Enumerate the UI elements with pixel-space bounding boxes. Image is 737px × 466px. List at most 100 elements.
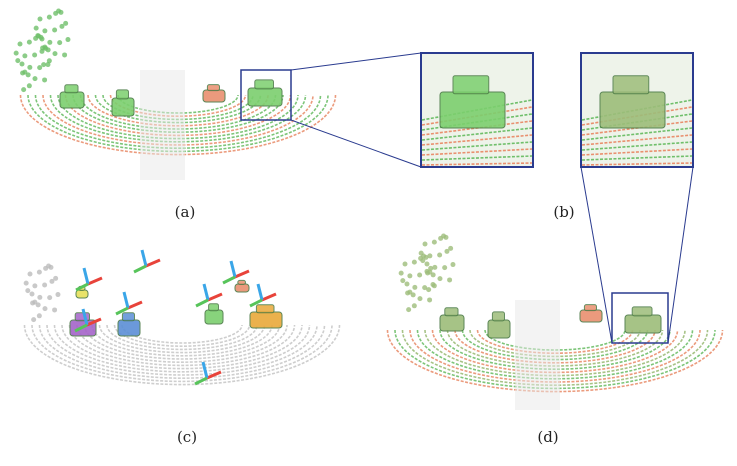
inset-scan-line <box>581 155 693 161</box>
tree-points <box>46 58 52 64</box>
tree-points <box>427 269 433 275</box>
tree-points-gray <box>47 295 53 301</box>
tree-points <box>402 261 408 267</box>
panel-d-scan-line <box>484 329 626 351</box>
pose-axes-z-axis <box>194 376 208 386</box>
car-points-roof <box>631 306 653 317</box>
car-points <box>202 89 226 103</box>
road-strip <box>515 300 560 410</box>
inset-car <box>599 91 666 129</box>
car-points-roof <box>206 84 220 92</box>
tree-points <box>52 27 58 33</box>
tree-points <box>430 272 436 278</box>
tree-points <box>407 289 413 295</box>
tree-points <box>400 278 406 284</box>
pose-axes-x-axis <box>145 258 161 268</box>
car-points <box>111 97 135 117</box>
tree-points <box>442 265 448 271</box>
pose-axes-y-axis <box>229 260 237 278</box>
panel-a-scan-line <box>42 94 314 146</box>
road-strip <box>140 70 185 180</box>
tree-points-gray <box>32 283 38 289</box>
pose-axes-x-axis <box>234 269 250 279</box>
object-points-green <box>204 309 224 325</box>
tree-points-gray <box>37 294 43 300</box>
panel-c-scan-line <box>76 324 288 363</box>
connector-line <box>290 52 422 71</box>
tree-points <box>428 265 434 271</box>
pose-axes-x-axis <box>127 300 143 310</box>
tree-points-gray <box>42 306 48 312</box>
tree-points <box>447 277 453 283</box>
object-points-orange <box>249 311 283 329</box>
pose-axes-y-axis <box>202 283 210 301</box>
tree-points-gray <box>36 269 42 275</box>
object-points-purple-roof <box>74 312 90 322</box>
tree-points <box>437 252 443 258</box>
tree-points-gray <box>27 271 33 277</box>
tree-points <box>431 283 437 289</box>
panel-label-c: (c) <box>176 428 198 446</box>
object-points-red <box>234 283 250 293</box>
panel-c-scan-line <box>31 324 333 383</box>
pose-axes-z-axis <box>195 298 209 308</box>
panel-label-d: (d) <box>537 428 559 446</box>
panel-d-scan-line <box>476 329 634 354</box>
panel-c-scan-line <box>46 324 318 376</box>
tree-points <box>41 62 47 68</box>
tree-points <box>62 52 68 58</box>
tree-points <box>42 77 48 83</box>
tree-points <box>418 250 424 256</box>
car-points-roof <box>491 311 505 322</box>
inset-scan-line <box>581 148 693 156</box>
panel-a-scan-line <box>27 94 329 153</box>
tree-points <box>398 270 404 276</box>
pose-axes-z-axis <box>115 306 129 316</box>
panel-a-point-cloud <box>13 8 337 180</box>
zoom-box <box>611 292 669 344</box>
pose-axes-y-axis <box>256 283 264 301</box>
pose-axes-z-axis <box>75 282 89 292</box>
inset-scan-line <box>581 162 693 166</box>
panel-d-scan-line <box>469 329 641 358</box>
tree-points <box>444 248 450 254</box>
tree-points-gray <box>36 313 42 319</box>
object-points-green-roof <box>208 303 220 312</box>
object-points-orange-roof <box>255 304 275 314</box>
object-points-red-roof <box>237 279 247 285</box>
tree-points <box>57 40 63 46</box>
pose-axes-z-axis <box>74 323 88 333</box>
tree-points <box>443 234 449 240</box>
tree-points <box>26 39 32 45</box>
tree-points-gray <box>31 317 37 323</box>
car-points <box>624 314 662 334</box>
pose-axes-x-axis <box>206 370 222 380</box>
pose-axes-y-axis <box>122 291 130 309</box>
pose-axes-z-axis <box>133 264 147 274</box>
tree-points-gray <box>35 302 41 308</box>
zoom-connector-lines <box>290 52 694 344</box>
tree-points <box>19 61 25 67</box>
tree-points <box>27 64 33 70</box>
tree-points-gray <box>42 282 48 288</box>
tree-points-gray <box>32 299 38 305</box>
tree-points <box>59 23 65 29</box>
tree-points <box>22 69 28 75</box>
inset-scan-line <box>421 162 533 166</box>
panel-c-object-poses <box>23 249 341 386</box>
panel-a-scan-line <box>34 94 322 149</box>
tree-points <box>424 261 430 267</box>
panel-c-scan-line <box>106 324 258 351</box>
tree-points <box>426 287 432 293</box>
tree-points <box>58 9 64 15</box>
connector-line <box>580 166 613 344</box>
tree-points <box>63 20 69 26</box>
tree-points-gray <box>23 280 29 286</box>
tree-points <box>15 58 21 64</box>
zoom-box <box>240 69 292 121</box>
pose-axes-x-axis <box>87 276 103 286</box>
tree-points <box>422 241 428 247</box>
panel-c-scan-line <box>61 324 303 370</box>
panel-label-b: (b) <box>553 203 575 221</box>
inset-scan-line <box>421 134 533 146</box>
